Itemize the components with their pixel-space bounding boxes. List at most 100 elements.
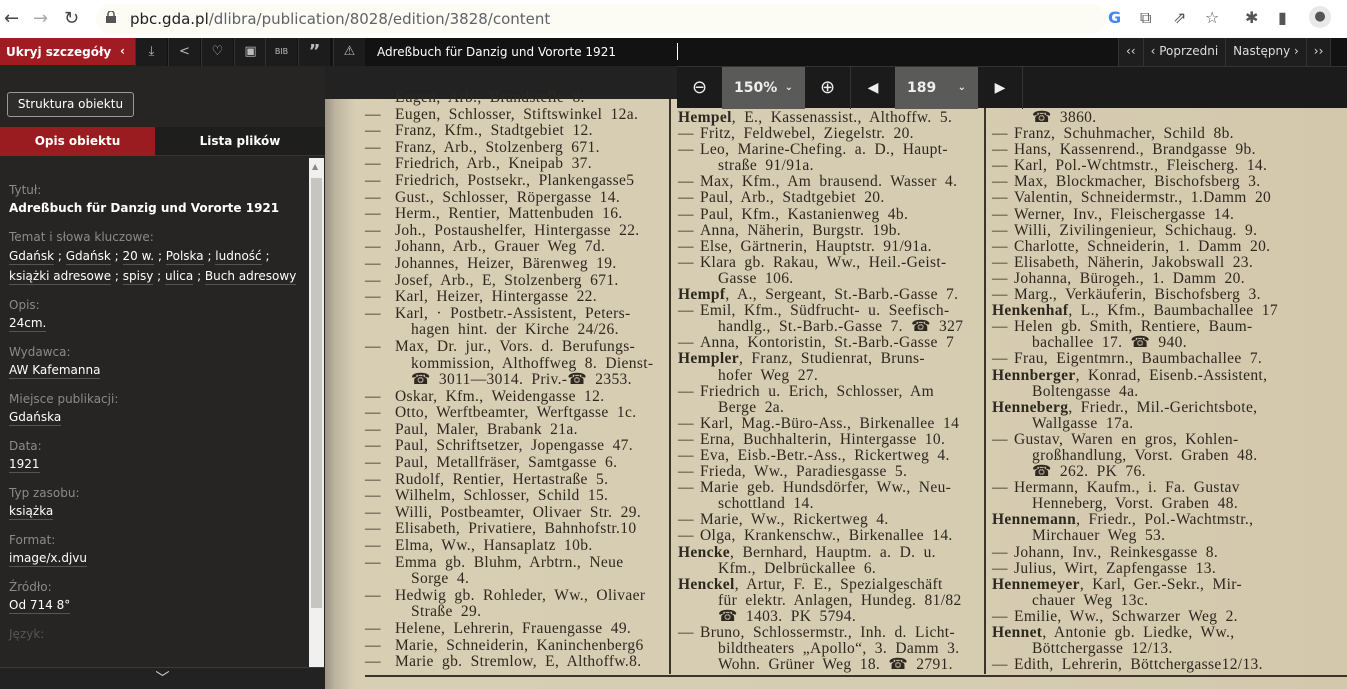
sidepanel-icon[interactable]: ▮ <box>1278 8 1287 27</box>
directory-line: Else, Gärtnerin, Hauptstr. 91/91a. <box>678 237 963 255</box>
keyword-link[interactable]: Buch adresowy <box>204 269 297 285</box>
page-select[interactable]: 189 ⌄ <box>895 67 978 109</box>
chevron-left-icon: ‹ <box>120 44 125 58</box>
directory-line: Leo, Marine-Chefing. a. D., Haupt- <box>678 142 963 159</box>
directory-line: Kfm., Delbrückallee 6. <box>678 559 963 577</box>
publisher-value[interactable]: AW Kafemanna <box>9 363 101 379</box>
previous-page-arrow-icon[interactable]: ◀ <box>850 67 895 109</box>
directory-line: Gasse 106. <box>678 270 963 287</box>
translate-icon[interactable]: ⧉ <box>1140 8 1152 27</box>
directory-line: Johanna, Bürogeh., 1. Damm 20. <box>992 269 1278 287</box>
embed-settings-icon[interactable]: ▣ <box>234 38 266 66</box>
keyword-link[interactable]: Gdańsk <box>65 249 111 265</box>
directory-line: Franz, Arb., Stolzenberg 671. <box>365 138 653 157</box>
entry-text: Johanna, Bürogeh., 1. Damm 20. <box>1014 269 1245 287</box>
source-value[interactable]: Od 714 8° <box>9 598 71 614</box>
back-icon[interactable]: ← <box>4 8 20 29</box>
directory-line: Paul, Kfm., Kastanienweg 4b. <box>678 205 963 223</box>
scroll-up-icon[interactable]: ▲ <box>312 162 319 171</box>
share-icon[interactable]: ⇗ <box>1173 8 1187 27</box>
place-value[interactable]: Gdańska <box>9 410 62 426</box>
directory-line: Elisabeth, Näherin, Jakobswall 23. <box>992 254 1278 271</box>
description-value[interactable]: 24cm. <box>9 316 47 332</box>
directory-line: Elisabeth, Privatiere, Bahnhofstr.10 <box>365 521 653 538</box>
entry-text: handlg., St.-Barb.-Gasse 7. ☎ 327 <box>718 318 964 336</box>
entry-text: , Antonie gb. Liedke, Ww., <box>1042 624 1235 641</box>
entry-text: Marie, Schneiderin, Kaninchenberg6 <box>395 636 644 654</box>
keyword-link[interactable]: spisy <box>122 269 154 285</box>
keyword-link[interactable]: 20 w. <box>122 249 155 265</box>
directory-line: Henneberg, Friedr., Mil.-Gerichtsbote, <box>992 399 1278 416</box>
address-bar[interactable]: pbc.gda.pl/dlibra/publication/8028/editi… <box>96 4 1106 34</box>
entry-text: für elektr. Anlagen, Hundeg. 81/82 <box>718 591 962 609</box>
zoom-in-icon[interactable]: ⊕ <box>819 77 836 98</box>
profile-avatar-icon[interactable]: ● <box>1309 6 1331 28</box>
resource-type-value[interactable]: książka <box>9 504 54 520</box>
directory-line: ☎ 3011—3014. Priv.-☎ 2353. <box>365 371 653 389</box>
download-icon[interactable]: ⤓ <box>135 38 167 66</box>
metadata-scrollbar[interactable]: ▲ <box>309 158 324 676</box>
entry-text: Erna, Buchhalterin, Hintergasse 10. <box>700 430 946 448</box>
document-viewer[interactable]: Eugen, Arb., Brandstelle 8.Eugen, Schlos… <box>325 66 1347 689</box>
directory-line: Hermann, Kaufm., i. Fa. Gustav <box>992 480 1278 497</box>
share-icon[interactable]: < <box>168 38 200 66</box>
entry-text: Wohn. Grüner Weg 18. ☎ 2791. <box>718 656 953 674</box>
entry-text: , E., Kassenassist., Althoffw. 5. <box>731 109 953 126</box>
keyword-link[interactable]: ulica <box>165 269 194 285</box>
bookmark-star-icon[interactable]: ☆ <box>1205 8 1220 27</box>
entry-text: Eugen, Arb., Brandstelle 8. <box>395 89 585 106</box>
previous-button[interactable]: ‹ Poprzedni <box>1143 38 1227 66</box>
heart-icon[interactable]: ♡ <box>201 38 233 66</box>
directory-line: Straße 29. <box>365 604 653 621</box>
entry-text: Paul, Arb., Stadtgebiet 20. <box>700 189 885 207</box>
entry-text: Olga, Krankenschw., Birkenallee 14. <box>700 527 953 545</box>
hide-details-button[interactable]: Ukryj szczegóły ‹ <box>0 38 135 66</box>
keyword-link[interactable]: ludność <box>215 249 262 265</box>
entry-text: Paul, Maler, Brabank 21a. <box>395 420 578 438</box>
directory-line: Marie gb. Stremlow, E, Althoffw.8. <box>365 653 653 671</box>
object-structure-button[interactable]: Struktura obiektu <box>7 92 134 117</box>
directory-line: Boltengasse 4a. <box>992 383 1278 400</box>
directory-line: Franz, Kfm., Stadtgebiet 12. <box>365 122 653 140</box>
entry-text: Berge 2a. <box>718 398 785 416</box>
keyword-link[interactable]: Polska <box>165 249 204 265</box>
reload-icon[interactable]: ↻ <box>64 8 80 29</box>
quote-icon[interactable]: ” <box>298 38 330 66</box>
entry-text: Paul, Kfm., Kastanienweg 4b. <box>700 205 909 223</box>
entry-text: Marie gb. Stremlow, E, Althoffw.8. <box>395 653 642 671</box>
entry-text: Joh., Postaushelfer, Hintergasse 22. <box>395 221 640 239</box>
directory-line: Max, Kfm., Am brausend. Wasser 4. <box>678 174 963 191</box>
url-host: pbc.gda.pl <box>130 10 209 28</box>
format-label: Format: <box>9 533 56 547</box>
keyword-link[interactable]: książki adresowe <box>9 269 112 285</box>
keyword-link[interactable]: Gdańsk <box>9 249 55 265</box>
entry-text: , Friedr., Pol.-Wachtmstr., <box>1076 511 1254 529</box>
bib-button[interactable]: BIB <box>265 38 297 66</box>
entry-text: ☎ 262. PK 76. <box>1032 463 1146 481</box>
text-column-3: ☎ 3860.Franz, Schuhmacher, Schild 8b.Han… <box>992 109 1278 673</box>
entry-text: Kfm., Delbrückallee 6. <box>718 559 877 577</box>
viewer-toolbar: ⊖ 150% ⌄ ⊕ ◀ 189 ⌄ ▶ <box>677 66 1347 109</box>
entry-text: Else, Gärtnerin, Hauptstr. 91/91a. <box>700 237 932 255</box>
first-page-button[interactable]: ‹‹ <box>1119 38 1144 66</box>
date-value[interactable]: 1921 <box>9 457 40 473</box>
format-value[interactable]: image/x.djvu <box>9 551 87 567</box>
zoom-select[interactable]: 150% ⌄ <box>722 67 805 109</box>
next-page-arrow-icon[interactable]: ▶ <box>978 67 1023 109</box>
scrollbar-thumb[interactable] <box>311 178 322 608</box>
warning-icon[interactable]: ⚠ <box>333 38 365 66</box>
expand-more-button[interactable]: ﹀ <box>0 667 325 689</box>
directory-line: Klara gb. Rakau, Ww., Heil.-Geist- <box>678 254 963 271</box>
entry-text: Franz, Arb., Stolzenberg 671. <box>395 138 600 156</box>
last-page-button[interactable]: ›› <box>1306 38 1332 66</box>
extensions-icon[interactable]: ✱ <box>1245 8 1259 27</box>
forward-icon[interactable]: → <box>33 8 49 29</box>
pagination: ‹‹ ‹ Poprzedni Następny › ›› <box>1118 38 1332 66</box>
next-button[interactable]: Następny › <box>1226 38 1307 66</box>
entry-text: Henneberg, Vorst. Graben 48. <box>1032 495 1239 513</box>
entry-text: Gust., Schlosser, Röpergasse 14. <box>395 188 621 206</box>
tab-object-description[interactable]: Opis obiektu <box>0 127 155 156</box>
zoom-out-icon[interactable]: ⊖ <box>691 77 708 98</box>
tab-file-list[interactable]: Lista plików <box>155 127 325 156</box>
google-icon[interactable]: G <box>1108 8 1122 27</box>
